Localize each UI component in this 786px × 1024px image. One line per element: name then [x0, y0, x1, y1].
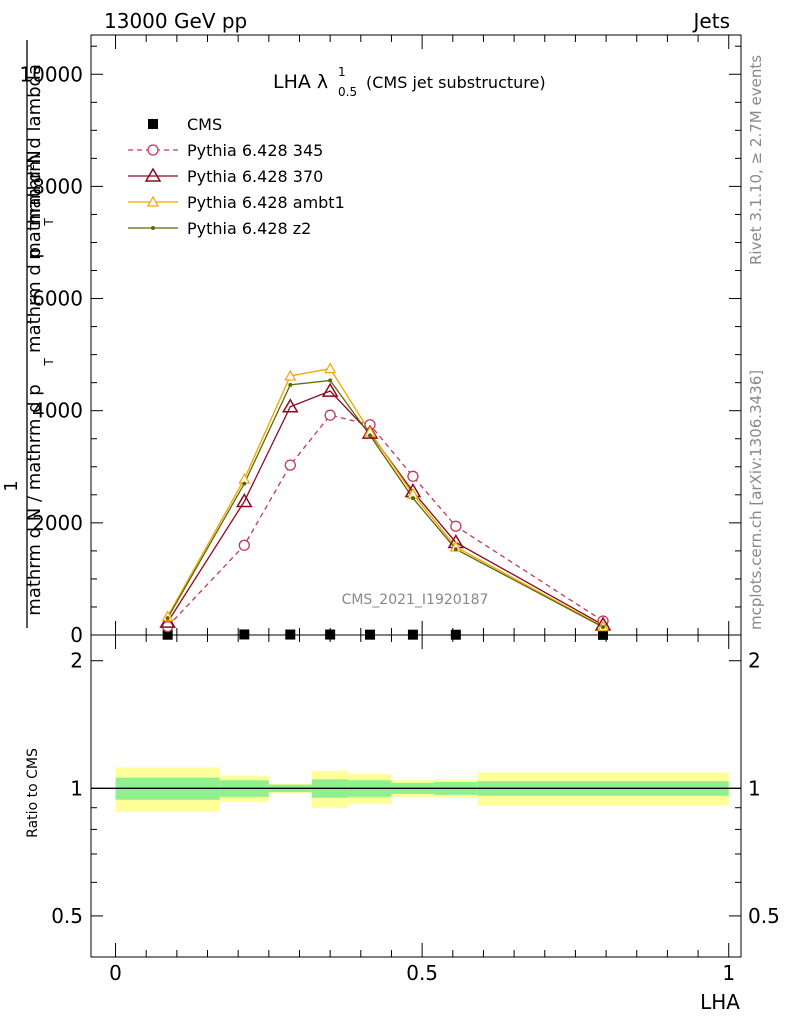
legend-marker-4	[151, 226, 155, 230]
ylabel-den-top: mathrm d N / mathrm d p	[24, 384, 45, 615]
ratio-y-tick-label-left: 0.5	[51, 904, 83, 928]
legend: CMS Pythia 6.428 345 Pythia 6.428 370 Pythi…	[128, 115, 345, 238]
header-right-text: Jets	[692, 9, 730, 33]
chart-title-sup: 1	[338, 65, 346, 79]
x-axis-label: LHA	[700, 990, 740, 1014]
series-point-3	[161, 610, 174, 622]
ylabel-num-bottom: mathrm d²N	[24, 150, 45, 259]
series-point-0	[598, 629, 609, 640]
legend-marker-2	[144, 167, 162, 182]
header-left-text: 13000 GeV pp	[104, 9, 247, 33]
series-point-0	[407, 629, 418, 640]
legend-marker-3	[146, 195, 160, 207]
analysis-watermark: CMS_2021_I1920187	[342, 592, 489, 608]
ratio-y-tick-label-left: 2	[70, 649, 83, 673]
series-point-4	[165, 616, 170, 621]
y-axis-label: 1 mathrm d²N mathrm d N / mathrm d p mat…	[1, 40, 56, 628]
series-point-4	[453, 547, 458, 552]
main-y-tick-label: 8000	[32, 174, 83, 198]
ylabel-den-tail: mathrm d lambda	[24, 64, 45, 226]
series-point-3	[324, 362, 337, 374]
series-lines	[159, 362, 612, 640]
axis-tick-labels: 0 2000 4000 6000 8000 10000 0 0.5 1 0.5 0.5 1 1 2 2	[19, 62, 779, 985]
main-y-tick-label: 2000	[32, 511, 83, 535]
series-point-4	[601, 625, 606, 630]
series-point-0	[239, 629, 250, 640]
series-point-0	[365, 629, 376, 640]
chart-title: LHA λ 1 0.5 (CMS jet substructure)	[273, 65, 546, 99]
ylabel-sub-t-2: T	[42, 218, 56, 227]
axis-ticks	[91, 35, 741, 957]
ratio-y-tick-label-left: 1	[70, 776, 83, 800]
series-point-1	[450, 520, 462, 532]
series-point-0	[450, 629, 461, 640]
series-point-0	[162, 629, 173, 640]
ratio-y-tick-label-right: 2	[748, 649, 761, 673]
legend-label-4: Pythia 6.428 z2	[187, 219, 311, 238]
x-tick-label: 0.5	[406, 961, 438, 985]
ratio-y-tick-label-right: 1	[748, 776, 761, 800]
main-y-tick-label: 6000	[32, 287, 83, 311]
x-tick-label: 1	[722, 961, 735, 985]
main-y-tick-label: 4000	[32, 399, 83, 423]
series-line-1	[167, 414, 604, 628]
ratio-y-tick-label-right: 0.5	[748, 904, 780, 928]
series-point-2	[321, 382, 339, 397]
series-line-3	[167, 367, 604, 628]
series-point-1	[407, 470, 419, 482]
series-point-0	[325, 629, 336, 640]
series-point-4	[368, 433, 373, 438]
main-y-tick-label: 0	[70, 623, 83, 647]
main-y-tick-label: 10000	[19, 62, 83, 86]
legend-label-1: Pythia 6.428 345	[187, 141, 323, 160]
chart-title-main: LHA	[273, 71, 311, 93]
ratio-y-axis-label: Ratio to CMS	[25, 748, 41, 838]
legend-label-2: Pythia 6.428 370	[187, 167, 323, 186]
series-point-4	[410, 496, 415, 501]
series-line-4	[167, 379, 604, 628]
legend-marker-0	[148, 119, 158, 129]
legend-label-3: Pythia 6.428 ambt1	[187, 193, 345, 212]
series-point-2	[281, 398, 299, 413]
series-point-2	[235, 493, 253, 508]
series-point-2	[159, 613, 176, 628]
chart-title-symbol: λ	[317, 71, 328, 93]
x-tick-label: 0	[109, 961, 122, 985]
series-point-3	[284, 369, 297, 381]
ylabel-sub-t-1: T	[42, 358, 56, 367]
chart-title-sub: 0.5	[338, 85, 357, 99]
legend-label-0: CMS	[187, 115, 222, 134]
chart-title-note: (CMS jet substructure)	[366, 73, 546, 92]
series-line-2	[167, 390, 604, 626]
ylabel-den-bottom: mathrm d p	[24, 247, 45, 353]
ylabel-num-top: 1	[1, 480, 22, 491]
mcplots-reference-text: mcplots.cern.ch [arXiv:1306.3436]	[747, 370, 765, 630]
legend-marker-1	[147, 144, 159, 156]
series-point-0	[285, 629, 296, 640]
series-point-1	[238, 539, 250, 551]
series-point-4	[242, 481, 247, 486]
series-point-4	[288, 382, 293, 387]
series-point-1	[284, 459, 296, 471]
series-point-4	[328, 378, 333, 383]
ratio-uncertainty-bands	[91, 767, 741, 812]
series-point-1	[324, 409, 336, 421]
rivet-version-text: Rivet 3.1.10, ≥ 2.7M events	[747, 55, 765, 265]
